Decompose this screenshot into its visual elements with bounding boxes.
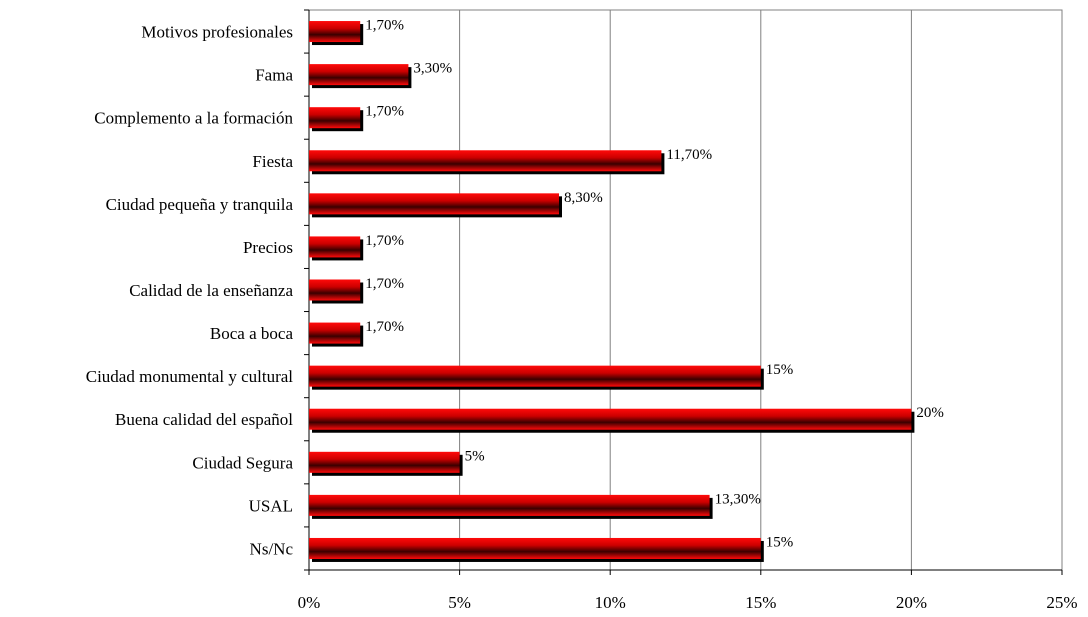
- plot-area: [308, 9, 1063, 571]
- bars: [309, 21, 915, 562]
- bar: [309, 193, 559, 215]
- gridlines: [308, 9, 1063, 571]
- category-label: Ciudad Segura: [192, 453, 293, 472]
- category-label: Boca a boca: [210, 324, 294, 343]
- data-label: 1,70%: [365, 18, 404, 34]
- bar: [309, 150, 662, 172]
- bar: [309, 322, 361, 344]
- bar: [309, 451, 460, 473]
- bar: [309, 64, 409, 86]
- data-label: 1,70%: [365, 104, 404, 120]
- data-label: 1,70%: [365, 233, 404, 249]
- data-label: 1,70%: [365, 276, 404, 292]
- bar: [309, 279, 361, 301]
- category-label: Ciudad monumental y cultural: [86, 367, 294, 386]
- bar: [309, 107, 361, 129]
- x-tick-label: 5%: [448, 593, 471, 612]
- category-label: Buena calidad del español: [115, 410, 293, 429]
- bar: [309, 365, 761, 387]
- x-tick-label: 0%: [298, 593, 321, 612]
- category-label: Calidad de la enseñanza: [129, 281, 293, 300]
- data-label: 15%: [766, 362, 794, 378]
- axes: 0% 5% 10% 15% 20% 25%: [298, 9, 1078, 612]
- category-label: Complemento a la formación: [94, 109, 293, 128]
- x-tick-label: 20%: [896, 593, 927, 612]
- x-tick-label: 15%: [745, 593, 776, 612]
- x-tick-label: 10%: [595, 593, 626, 612]
- bar: [309, 537, 761, 559]
- bar: [309, 21, 361, 43]
- data-label: 3,30%: [413, 61, 452, 77]
- category-label: Fiesta: [252, 152, 293, 171]
- category-label: Precios: [243, 238, 293, 257]
- bar: [309, 494, 710, 516]
- data-label: 20%: [916, 405, 944, 421]
- x-tick-label: 25%: [1046, 593, 1077, 612]
- bar: [309, 236, 361, 258]
- bar: [309, 408, 912, 430]
- data-label: 5%: [465, 448, 485, 464]
- labels: Motivos profesionales 1,70% Fama 3,30% Compl…: [86, 18, 944, 559]
- data-label: 11,70%: [666, 147, 712, 163]
- category-label: USAL: [249, 496, 293, 515]
- category-label: Ns/Nc: [250, 539, 294, 558]
- data-label: 15%: [766, 534, 794, 550]
- data-label: 13,30%: [715, 491, 761, 507]
- category-label: Fama: [255, 66, 293, 85]
- category-label: Motivos profesionales: [141, 23, 293, 42]
- category-label: Ciudad pequeña y tranquila: [106, 195, 294, 214]
- data-label: 8,30%: [564, 190, 603, 206]
- data-label: 1,70%: [365, 319, 404, 335]
